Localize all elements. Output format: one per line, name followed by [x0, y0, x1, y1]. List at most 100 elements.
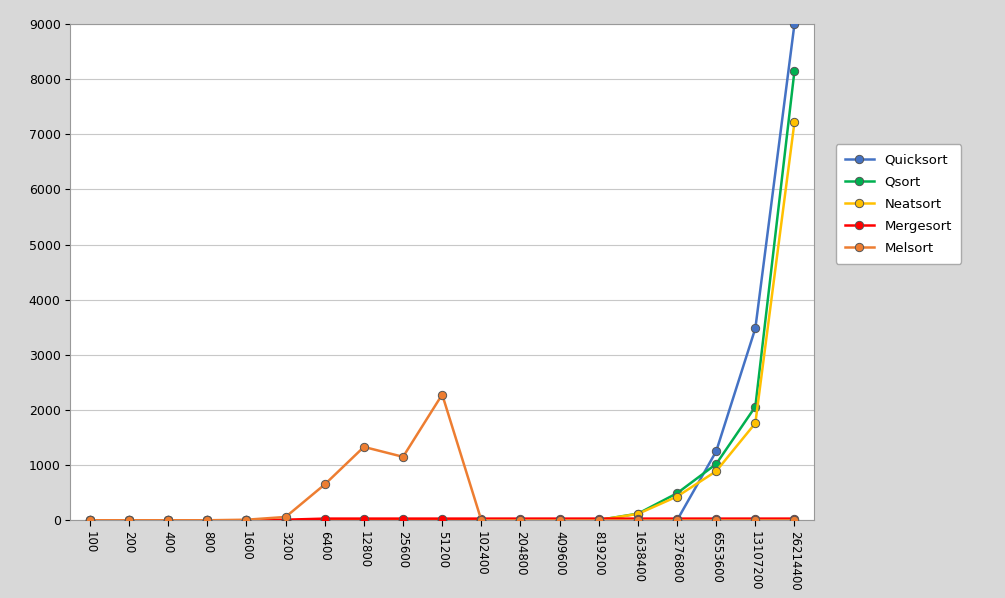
- Qsort: [436, 517, 448, 524]
- Qsort: [162, 517, 174, 524]
- Quicksort: [240, 517, 252, 524]
- Neatsort: [789, 118, 801, 126]
- Quicksort: [593, 517, 605, 524]
- Qsort: [632, 510, 644, 517]
- Mergesort: [279, 516, 291, 523]
- Neatsort: [436, 517, 448, 524]
- Mergesort: [358, 515, 370, 522]
- Melsort: [123, 517, 135, 524]
- Qsort: [750, 403, 762, 410]
- Mergesort: [750, 515, 762, 522]
- Mergesort: [397, 515, 409, 522]
- Line: Qsort: Qsort: [85, 66, 799, 524]
- Neatsort: [162, 517, 174, 524]
- Neatsort: [397, 517, 409, 524]
- Neatsort: [123, 517, 135, 524]
- Neatsort: [475, 517, 487, 524]
- Melsort: [789, 517, 801, 524]
- Qsort: [593, 517, 605, 524]
- Quicksort: [671, 517, 683, 524]
- Quicksort: [436, 517, 448, 524]
- Melsort: [711, 517, 723, 524]
- Mergesort: [554, 515, 566, 522]
- Melsort: [554, 517, 566, 524]
- Qsort: [319, 517, 331, 524]
- Quicksort: [711, 448, 723, 455]
- Quicksort: [475, 517, 487, 524]
- Mergesort: [201, 517, 213, 524]
- Neatsort: [554, 517, 566, 524]
- Qsort: [671, 490, 683, 497]
- Neatsort: [319, 517, 331, 524]
- Qsort: [358, 517, 370, 524]
- Mergesort: [319, 515, 331, 522]
- Mergesort: [632, 515, 644, 522]
- Quicksort: [83, 517, 95, 524]
- Mergesort: [240, 517, 252, 524]
- Quicksort: [162, 517, 174, 524]
- Melsort: [632, 517, 644, 524]
- Neatsort: [750, 420, 762, 427]
- Melsort: [83, 517, 95, 524]
- Mergesort: [515, 515, 527, 522]
- Melsort: [436, 391, 448, 398]
- Neatsort: [83, 517, 95, 524]
- Quicksort: [123, 517, 135, 524]
- Melsort: [671, 517, 683, 524]
- Neatsort: [240, 517, 252, 524]
- Qsort: [397, 517, 409, 524]
- Mergesort: [436, 515, 448, 522]
- Mergesort: [593, 515, 605, 522]
- Melsort: [750, 517, 762, 524]
- Qsort: [789, 67, 801, 74]
- Line: Melsort: Melsort: [85, 390, 799, 524]
- Qsort: [554, 517, 566, 524]
- Qsort: [475, 517, 487, 524]
- Line: Neatsort: Neatsort: [85, 118, 799, 524]
- Mergesort: [123, 517, 135, 524]
- Qsort: [711, 460, 723, 468]
- Qsort: [83, 517, 95, 524]
- Quicksort: [358, 517, 370, 524]
- Neatsort: [593, 517, 605, 524]
- Neatsort: [671, 493, 683, 500]
- Legend: Quicksort, Qsort, Neatsort, Mergesort, Melsort: Quicksort, Qsort, Neatsort, Mergesort, M…: [836, 144, 961, 264]
- Mergesort: [162, 517, 174, 524]
- Qsort: [515, 517, 527, 524]
- Neatsort: [632, 510, 644, 517]
- Quicksort: [632, 517, 644, 524]
- Qsort: [279, 517, 291, 524]
- Neatsort: [711, 468, 723, 475]
- Quicksort: [319, 517, 331, 524]
- Melsort: [397, 453, 409, 460]
- Neatsort: [201, 517, 213, 524]
- Neatsort: [358, 517, 370, 524]
- Melsort: [475, 517, 487, 524]
- Quicksort: [279, 517, 291, 524]
- Quicksort: [201, 517, 213, 524]
- Melsort: [240, 516, 252, 523]
- Melsort: [319, 481, 331, 488]
- Neatsort: [279, 517, 291, 524]
- Qsort: [123, 517, 135, 524]
- Quicksort: [397, 517, 409, 524]
- Mergesort: [789, 515, 801, 522]
- Quicksort: [554, 517, 566, 524]
- Mergesort: [475, 515, 487, 522]
- Melsort: [593, 517, 605, 524]
- Melsort: [162, 517, 174, 524]
- Neatsort: [515, 517, 527, 524]
- Mergesort: [711, 515, 723, 522]
- Melsort: [279, 513, 291, 520]
- Line: Quicksort: Quicksort: [85, 20, 799, 524]
- Quicksort: [750, 325, 762, 332]
- Quicksort: [789, 20, 801, 28]
- Quicksort: [515, 517, 527, 524]
- Melsort: [201, 517, 213, 524]
- Qsort: [240, 517, 252, 524]
- Mergesort: [83, 517, 95, 524]
- Mergesort: [671, 515, 683, 522]
- Qsort: [201, 517, 213, 524]
- Line: Mergesort: Mergesort: [85, 514, 799, 524]
- Melsort: [358, 443, 370, 450]
